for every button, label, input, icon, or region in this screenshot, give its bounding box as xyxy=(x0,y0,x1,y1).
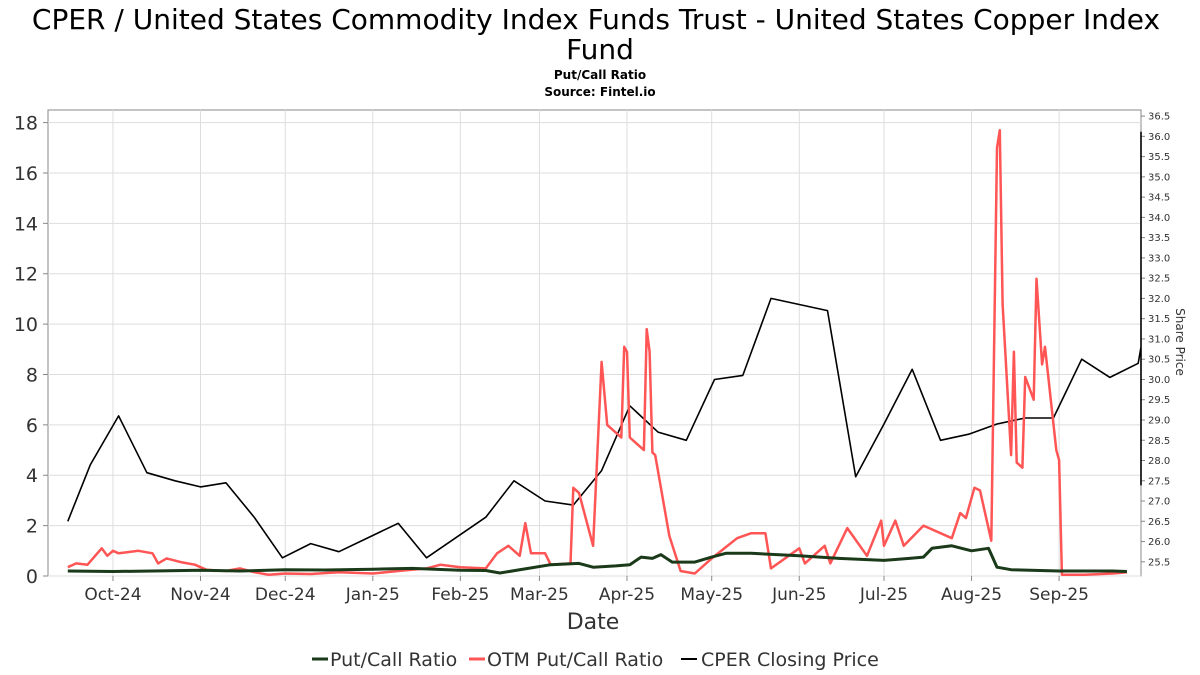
right-tick-label: 32.0 xyxy=(1148,294,1170,305)
left-tick-label: 8 xyxy=(26,364,38,386)
x-axis-title: Date xyxy=(567,610,620,635)
legend: Put/Call Ratio OTM Put/Call Ratio CPER C… xyxy=(312,649,879,671)
grid xyxy=(48,110,1141,577)
x-tick-label: Oct-24 xyxy=(84,585,141,605)
left-tick-label: 18 xyxy=(14,113,38,135)
chart-title-line-1: CPER / United States Commodity Index Fun… xyxy=(32,3,1160,36)
right-tick-label: 34.0 xyxy=(1148,213,1170,224)
right-tick-label: 33.0 xyxy=(1148,253,1170,264)
left-tick-label: 12 xyxy=(14,264,38,286)
right-tick-label: 33.5 xyxy=(1148,233,1170,244)
legend-label-cper-closing-price: CPER Closing Price xyxy=(701,649,879,671)
left-tick-label: 0 xyxy=(26,566,38,588)
left-tick-label: 16 xyxy=(14,163,38,185)
right-tick-label: 25.5 xyxy=(1148,557,1170,568)
right-tick-label: 31.0 xyxy=(1148,334,1170,345)
right-tick-label: 29.5 xyxy=(1148,395,1170,406)
x-tick-label: Dec-24 xyxy=(255,585,316,605)
x-tick-label: Sep-25 xyxy=(1029,585,1089,605)
right-tick-label: 35.0 xyxy=(1148,172,1170,183)
left-tick-label: 4 xyxy=(26,465,38,487)
right-tick-label: 27.5 xyxy=(1148,476,1170,487)
x-tick-label: Jun-25 xyxy=(771,585,826,605)
right-tick-label: 26.5 xyxy=(1148,517,1170,528)
series-layer xyxy=(67,128,1142,576)
right-tick-label: 28.0 xyxy=(1148,456,1170,467)
right-tick-label: 31.5 xyxy=(1148,314,1170,325)
x-tick-label: Mar-25 xyxy=(510,585,569,605)
right-tick-label: 28.5 xyxy=(1148,436,1170,447)
series-line-cper-closing-price xyxy=(67,131,1142,559)
left-tick-label: 10 xyxy=(14,314,38,336)
right-tick-label: 26.0 xyxy=(1148,537,1170,548)
right-axis-ticks: 25.5 26.0 26.5 27.0 27.5 28.0 28.5 29.0 29.5 30.0… xyxy=(1141,112,1170,568)
left-tick-label: 14 xyxy=(14,213,38,235)
x-tick-label: Jul-25 xyxy=(859,585,908,605)
chart-title-line-2: Fund xyxy=(566,33,634,66)
right-tick-label: 29.0 xyxy=(1148,415,1170,426)
x-tick-label: Apr-25 xyxy=(599,585,655,605)
chart-subtitle-line-2: Source: Fintel.io xyxy=(544,85,655,99)
right-axis-title: Share Price xyxy=(1173,308,1187,376)
right-tick-label: 34.5 xyxy=(1148,193,1170,204)
legend-label-otm-put-call-ratio: OTM Put/Call Ratio xyxy=(487,649,663,671)
x-tick-label: Jan-25 xyxy=(345,585,400,605)
x-axis-ticks: Oct-24 Nov-24 Dec-24 Jan-25 Feb-25 Mar-25 Apr-… xyxy=(84,576,1089,605)
series-line-put-call-ratio xyxy=(67,544,1127,575)
left-axis-ticks: 0 2 4 6 8 10 12 14 16 18 xyxy=(14,113,48,588)
right-tick-label: 35.5 xyxy=(1148,152,1170,163)
left-tick-label: 6 xyxy=(26,415,38,437)
chart-subtitle-line-1: Put/Call Ratio xyxy=(554,68,646,82)
right-tick-label: 36.0 xyxy=(1148,132,1170,143)
x-tick-label: Aug-25 xyxy=(941,585,1002,605)
right-tick-label: 30.0 xyxy=(1148,375,1170,386)
left-tick-label: 2 xyxy=(26,516,38,538)
legend-label-put-call-ratio: Put/Call Ratio xyxy=(330,649,457,671)
x-tick-label: Nov-24 xyxy=(170,585,231,605)
right-tick-label: 27.0 xyxy=(1148,497,1170,508)
series-line-otm-put-call-ratio xyxy=(67,128,1128,576)
x-tick-label: Feb-25 xyxy=(431,585,489,605)
right-tick-label: 30.5 xyxy=(1148,355,1170,366)
x-tick-label: May-25 xyxy=(680,585,743,605)
right-tick-label: 32.5 xyxy=(1148,274,1170,285)
right-tick-label: 36.5 xyxy=(1148,112,1170,123)
